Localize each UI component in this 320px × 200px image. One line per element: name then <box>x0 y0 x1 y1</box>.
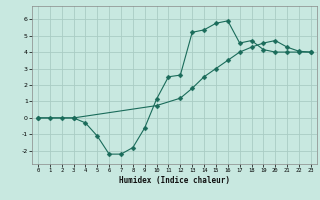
X-axis label: Humidex (Indice chaleur): Humidex (Indice chaleur) <box>119 176 230 185</box>
